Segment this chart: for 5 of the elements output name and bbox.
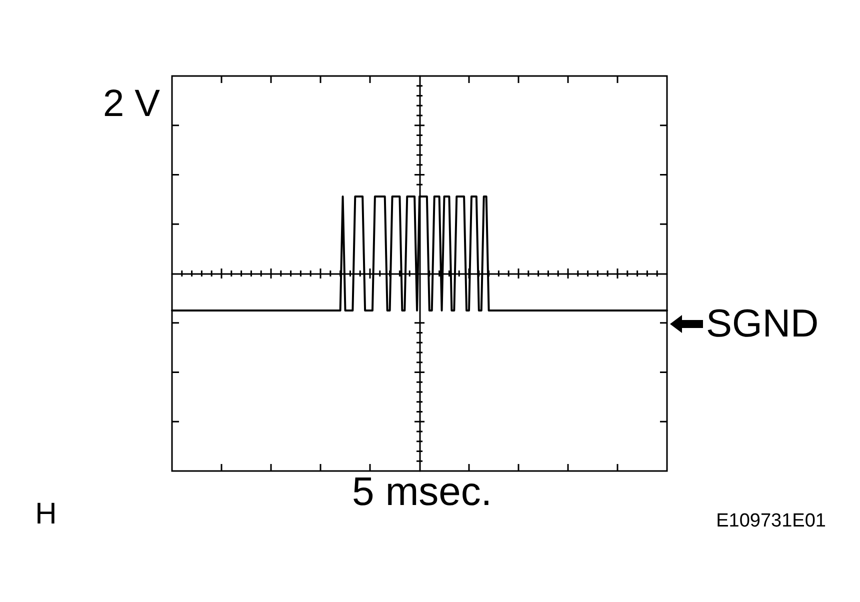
text: H <box>35 498 57 530</box>
text: SGND <box>706 302 819 346</box>
text: 2 V <box>102 83 161 125</box>
text: 5 msec. <box>352 470 492 514</box>
text: E109731E01 <box>716 510 826 532</box>
